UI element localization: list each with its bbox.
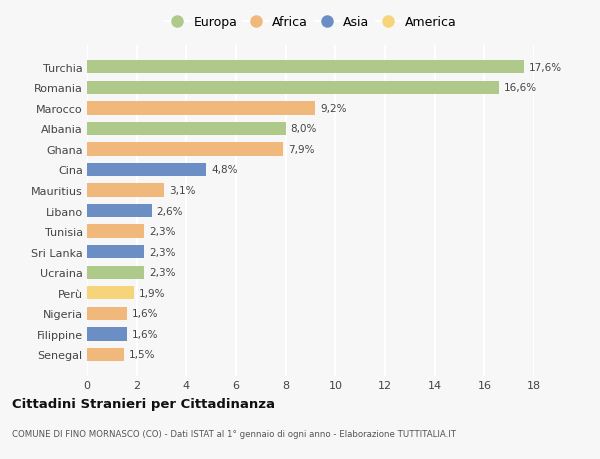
Bar xyxy=(87,61,524,74)
Bar xyxy=(87,328,127,341)
Text: 2,3%: 2,3% xyxy=(149,268,176,278)
Bar xyxy=(87,163,206,177)
Text: 1,9%: 1,9% xyxy=(139,288,166,298)
Text: 1,6%: 1,6% xyxy=(132,309,158,319)
Text: 1,6%: 1,6% xyxy=(132,329,158,339)
Bar xyxy=(87,184,164,197)
Text: 16,6%: 16,6% xyxy=(504,83,538,93)
Text: 17,6%: 17,6% xyxy=(529,62,562,73)
Bar xyxy=(87,246,144,259)
Bar xyxy=(87,266,144,280)
Bar xyxy=(87,204,152,218)
Text: 8,0%: 8,0% xyxy=(290,124,317,134)
Text: COMUNE DI FINO MORNASCO (CO) - Dati ISTAT al 1° gennaio di ogni anno - Elaborazi: COMUNE DI FINO MORNASCO (CO) - Dati ISTA… xyxy=(12,429,456,438)
Bar xyxy=(87,81,499,95)
Text: 2,6%: 2,6% xyxy=(157,206,183,216)
Text: 1,5%: 1,5% xyxy=(129,350,156,360)
Bar xyxy=(87,102,316,115)
Bar xyxy=(87,143,283,156)
Text: Cittadini Stranieri per Cittadinanza: Cittadini Stranieri per Cittadinanza xyxy=(12,397,275,410)
Text: 2,3%: 2,3% xyxy=(149,247,176,257)
Bar xyxy=(87,286,134,300)
Bar xyxy=(87,348,124,361)
Text: 3,1%: 3,1% xyxy=(169,185,196,196)
Bar xyxy=(87,225,144,238)
Text: 9,2%: 9,2% xyxy=(320,104,347,113)
Legend: Europa, Africa, Asia, America: Europa, Africa, Asia, America xyxy=(161,12,460,33)
Bar xyxy=(87,307,127,320)
Text: 7,9%: 7,9% xyxy=(288,145,314,155)
Text: 4,8%: 4,8% xyxy=(211,165,238,175)
Text: 2,3%: 2,3% xyxy=(149,227,176,237)
Bar xyxy=(87,123,286,136)
